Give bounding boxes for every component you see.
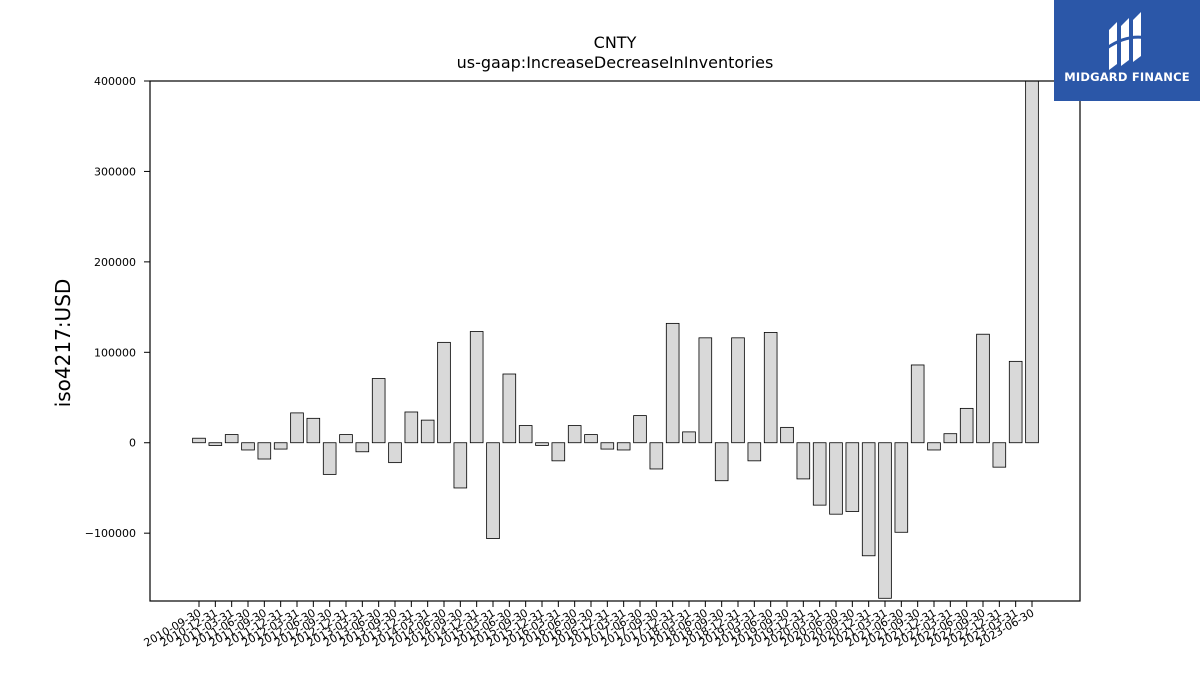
bar-2013-09-30	[388, 442, 402, 464]
bar-2014-09-30	[453, 442, 468, 489]
y-axis-ticks: −100000 0 100000 200000 300000 400000	[85, 75, 150, 540]
y-tick-label: 200000	[94, 256, 136, 269]
y-tick-label: 300000	[94, 165, 136, 178]
bar-2016-06-30	[567, 425, 582, 444]
bar-2018-03-31	[682, 431, 696, 444]
bar-2011-12-31	[273, 442, 288, 450]
y-tick-label: 0	[129, 437, 136, 450]
bar-2022-09-30	[976, 333, 990, 444]
bar-2016-12-31	[600, 442, 615, 450]
bar-2014-03-31	[420, 419, 435, 444]
bar-2021-09-30	[910, 364, 925, 444]
bar-2012-06-30	[306, 417, 321, 444]
bar-2011-03-31	[224, 434, 239, 444]
bar-2019-03-31	[747, 442, 762, 462]
y-tick-label: −100000	[85, 527, 136, 540]
bar-2019-06-30	[763, 332, 778, 444]
bar-2018-12-31	[731, 337, 745, 444]
bar-2022-06-30	[959, 407, 974, 444]
bar-2013-03-31	[355, 442, 370, 453]
bar-2018-09-30	[714, 442, 729, 482]
x-axis-ticks: 2010-09-302010-12-312011-03-312011-06-30…	[142, 601, 1037, 650]
logo-mark-icon	[1106, 12, 1148, 70]
bar-2014-06-30	[437, 341, 451, 444]
bar-2021-12-31	[927, 442, 941, 451]
bar-2010-12-31	[208, 442, 223, 446]
bar-2020-12-31	[861, 442, 876, 557]
bar-2010-09-30	[192, 437, 206, 444]
bar-2017-12-31	[665, 322, 680, 444]
bar-2011-06-30	[241, 442, 255, 451]
bar-2012-09-30	[322, 442, 337, 475]
bar-2021-03-31	[878, 442, 892, 599]
bars-group	[192, 80, 1039, 599]
bar-2014-12-31	[469, 331, 484, 444]
bar-2017-09-30	[649, 442, 664, 470]
y-axis-label: iso4217:USD	[51, 279, 75, 408]
bar-2013-12-31	[404, 411, 419, 444]
bar-2012-12-31	[339, 434, 353, 444]
y-tick-label: 100000	[94, 346, 136, 359]
bar-2018-06-30	[698, 337, 713, 444]
bar-2013-06-30	[371, 378, 386, 444]
bar-2015-03-31	[486, 442, 500, 539]
bar-2020-06-30	[829, 442, 843, 515]
bar-2020-09-30	[845, 442, 860, 512]
bar-2011-09-30	[257, 442, 272, 460]
y-tick-label: 400000	[94, 75, 136, 88]
bar-2022-03-31	[943, 433, 958, 444]
plot-frame	[149, 80, 1081, 602]
bar-2015-09-30	[518, 425, 533, 444]
midgard-finance-logo: MIDGARD FINANCE	[1054, 0, 1200, 101]
logo-text: MIDGARD FINANCE	[1064, 70, 1190, 84]
bar-2020-03-31	[812, 442, 827, 506]
bar-2017-03-31	[616, 442, 631, 451]
bar-2015-12-31	[535, 442, 549, 446]
chart-title: CNTY	[594, 33, 637, 52]
bar-2015-06-30	[502, 373, 517, 444]
bar-2019-09-30	[780, 426, 794, 444]
bar-2022-12-31	[992, 442, 1007, 468]
bar-2012-03-31	[290, 412, 304, 444]
bar-2017-06-30	[633, 415, 647, 444]
bar-2019-12-31	[796, 442, 811, 480]
bar-2021-06-30	[894, 442, 909, 533]
bar-2016-03-31	[551, 442, 566, 462]
bar-2016-09-30	[584, 434, 598, 444]
bar-2023-06-30	[1025, 80, 1039, 444]
chart-subtitle: us-gaap:IncreaseDecreaseInInventories	[457, 53, 774, 72]
bar-2023-03-31	[1008, 360, 1023, 444]
